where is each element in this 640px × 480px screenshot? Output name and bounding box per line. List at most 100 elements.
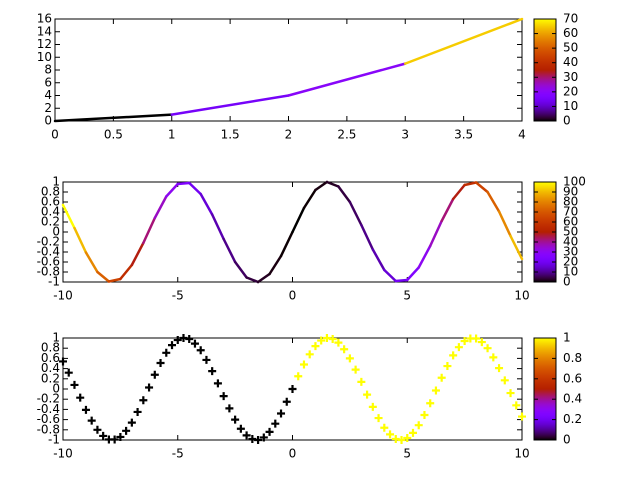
y-tick-label: -0.2 [37, 235, 60, 249]
y-tick-label: -0.8 [37, 422, 60, 436]
x-tick-label: -5 [172, 289, 184, 303]
line-segment [53, 113, 173, 123]
line-segment [348, 200, 363, 227]
plus-marker [512, 401, 521, 410]
y-tick-label: -0.6 [37, 255, 60, 269]
plus-marker [305, 350, 314, 359]
y-tick-label: 0 [52, 225, 60, 239]
colorbar-tick-label: 20 [563, 84, 578, 98]
plus-marker [162, 348, 171, 357]
plus-marker [168, 341, 177, 350]
colorbar-tick-label: 0 [563, 114, 571, 128]
plus-marker [93, 425, 102, 434]
line-segment [383, 268, 398, 283]
line-segment [142, 216, 157, 245]
plus-marker [345, 354, 354, 363]
plus-marker [127, 418, 136, 427]
colorbar-tick-label: 30 [563, 245, 578, 259]
colorbar-tick-label: 0.6 [563, 371, 582, 385]
line-segment [325, 180, 340, 188]
plus-marker [454, 343, 463, 352]
line-segment [96, 270, 111, 283]
plus-marker [357, 377, 366, 386]
plus-marker [363, 390, 372, 399]
plus-marker [208, 367, 217, 376]
plus-marker [294, 372, 303, 381]
x-tick-label: -10 [53, 447, 73, 461]
line-segment [440, 197, 455, 223]
line-segment [268, 254, 283, 276]
y-tick-label: -0.6 [37, 412, 60, 426]
plus-marker [202, 355, 211, 364]
plus-marker [122, 426, 131, 435]
line-segment [497, 210, 512, 238]
line-segment [153, 195, 168, 220]
plus-marker [213, 379, 222, 388]
y-tick-label: -1 [48, 275, 60, 289]
plus-marker [236, 424, 245, 433]
plus-marker [277, 409, 286, 418]
x-tick-label: 0 [289, 289, 297, 303]
plus-marker [340, 345, 349, 354]
colorbar-tick-label: 60 [563, 215, 578, 229]
line-segment [314, 180, 329, 192]
line-segment [302, 188, 317, 210]
plus-marker [431, 386, 440, 395]
plus-marker [506, 389, 515, 398]
plus-marker [59, 357, 67, 366]
line-segment [130, 241, 145, 267]
y-tick-label: 14 [37, 24, 52, 38]
plus-marker [139, 396, 148, 405]
plus-marker [311, 342, 320, 351]
plus-marker [145, 383, 154, 392]
y-tick-label: 8 [44, 63, 52, 77]
line-segment [222, 237, 237, 264]
colorbar-tick-label: 40 [563, 235, 578, 249]
colorbar-tick-label: 0.2 [563, 412, 582, 426]
plus-marker [420, 411, 429, 420]
line-segment [256, 272, 271, 284]
line-segment [291, 206, 306, 234]
line-segment [199, 192, 214, 216]
plus-marker [414, 421, 423, 430]
line-segment [245, 276, 260, 284]
y-tick-label: 0.8 [41, 185, 60, 199]
plus-marker [219, 392, 228, 401]
plus-marker [259, 433, 268, 442]
y-tick-label: -1 [48, 433, 60, 447]
colorbar-tick-label: 0 [563, 433, 571, 447]
colorbar-tick-label: 20 [563, 255, 578, 269]
plus-marker [185, 335, 194, 344]
x-tick-label: -10 [53, 289, 73, 303]
plot-frame [54, 18, 523, 122]
plus-marker [380, 423, 389, 432]
plus-marker [271, 419, 280, 428]
plus-marker [443, 362, 452, 371]
y-tick-label: 0.4 [41, 205, 60, 219]
line-segment [406, 266, 420, 282]
colorbar-tick-label: 100 [563, 175, 586, 189]
plus-marker [426, 399, 435, 408]
line-segment [187, 181, 202, 196]
y-tick-label: 0 [52, 382, 60, 396]
x-tick-label: 2 [285, 128, 293, 142]
plus-marker [328, 335, 337, 344]
line-segment [119, 263, 134, 281]
plus-marker [386, 430, 395, 439]
plus-marker [374, 414, 383, 423]
y-tick-label: 0.6 [41, 195, 60, 209]
plus-marker [288, 385, 297, 393]
colorbar-tick-label: 10 [563, 99, 578, 113]
line-segment [394, 278, 409, 283]
x-tick-label: 0 [289, 447, 297, 461]
y-tick-label: 12 [37, 37, 52, 51]
x-tick-label: 2.5 [337, 128, 356, 142]
plus-marker [437, 373, 446, 382]
y-tick-label: 0.8 [41, 341, 60, 355]
plus-marker [472, 334, 481, 343]
y-tick-label: 0.2 [41, 215, 60, 229]
line-segment [451, 183, 466, 201]
colorbar-tick-label: 10 [563, 265, 578, 279]
x-tick-label: 10 [514, 447, 529, 461]
colorbar-tick-label: 50 [563, 41, 578, 55]
